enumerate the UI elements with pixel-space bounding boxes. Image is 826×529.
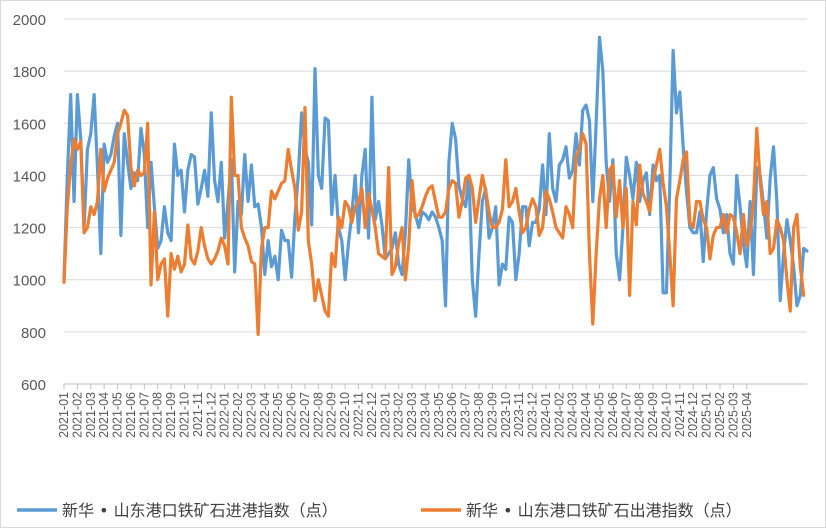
y-axis-tick-labels: 600 800 1000 1200 1400 1600 1800 2000	[13, 12, 46, 394]
x-tick-label: 2021-08	[151, 392, 165, 438]
legend: 新华 • 山东港口铁矿石进港指数（点） 新华 • 山东港口铁矿石出港指数（点）	[17, 501, 742, 520]
y-tick-label: 1800	[13, 64, 46, 81]
x-tick-label: 2021-10	[177, 392, 191, 438]
x-tick-label: 2024-05	[592, 392, 606, 438]
x-tick-label: 2024-08	[633, 392, 647, 438]
x-tick-label: 2021-03	[84, 392, 98, 438]
y-tick-label: 1400	[13, 168, 46, 185]
x-tick-label: 2023-05	[432, 392, 446, 438]
x-tick-label: 2025-02	[713, 392, 727, 438]
x-tick-label: 2025-04	[740, 392, 754, 438]
x-tick-label: 2022-02	[231, 392, 245, 438]
x-tick-label: 2024-12	[686, 392, 700, 438]
x-tick-label: 2023-01	[378, 392, 392, 438]
x-tick-label: 2024-02	[552, 392, 566, 438]
x-tick-label: 2022-09	[325, 392, 339, 438]
series-line-outbound	[62, 95, 806, 337]
x-tick-label: 2022-12	[365, 392, 379, 438]
y-tick-label: 1600	[13, 116, 46, 133]
x-tick-label: 2021-06	[124, 392, 138, 438]
x-tick-label: 2023-12	[526, 392, 540, 438]
x-tick-label: 2022-03	[244, 392, 258, 438]
x-tick-label: 2021-09	[164, 392, 178, 438]
x-tick-label: 2021-11	[191, 392, 205, 437]
x-tick-label: 2023-03	[405, 392, 419, 438]
y-tick-label: 600	[21, 377, 46, 394]
y-tick-label: 2000	[13, 12, 46, 29]
x-tick-label: 2023-09	[485, 392, 499, 438]
x-tick-label: 2022-05	[271, 392, 285, 438]
x-tick-label: 2021-07	[137, 392, 151, 438]
gridlines	[64, 18, 807, 333]
y-tick-label: 1200	[13, 221, 46, 238]
x-tick-label: 2025-01	[700, 392, 714, 438]
legend-label: 新华 • 山东港口铁矿石进港指数（点）	[62, 501, 338, 520]
x-tick-label: 2023-07	[459, 392, 473, 438]
x-tick-label: 2022-07	[298, 392, 312, 438]
series-lines	[62, 35, 809, 337]
x-tick-label: 2025-03	[726, 392, 740, 438]
x-tick-label: 2022-01	[218, 392, 232, 438]
legend-label: 新华 • 山东港口铁矿石出港指数（点）	[466, 501, 742, 520]
y-tick-label: 800	[21, 325, 46, 342]
x-tick-label: 2024-09	[646, 392, 660, 438]
x-tick-label: 2024-04	[579, 392, 593, 438]
x-tick-label: 2021-04	[97, 392, 111, 438]
x-tick-label: 2021-05	[111, 392, 125, 438]
x-tick-label: 2021-02	[70, 392, 84, 438]
x-tick-label: 2023-10	[499, 392, 513, 438]
x-tick-label: 2023-06	[445, 392, 459, 438]
y-tick-label: 1000	[13, 273, 46, 290]
x-tick-label: 2024-01	[539, 392, 553, 438]
x-tick-label: 2022-08	[311, 392, 325, 438]
x-tick-label: 2024-11	[673, 392, 687, 437]
x-tick-label: 2023-04	[418, 392, 432, 438]
x-axis-tick-labels: 2021-01 2021-02 2021-03 2021-04 2021-05 2021-…	[57, 392, 754, 438]
x-tick-label: 2021-01	[57, 392, 71, 438]
x-tick-label: 2023-08	[472, 392, 486, 438]
x-tick-label: 2022-04	[258, 392, 272, 438]
x-tick-label: 2022-10	[338, 392, 352, 438]
x-tick-label: 2024-03	[566, 392, 580, 438]
x-axis	[63, 383, 807, 389]
x-tick-label: 2024-06	[606, 392, 620, 438]
x-tick-label: 2022-11	[352, 392, 366, 437]
x-tick-label: 2023-02	[392, 392, 406, 438]
x-tick-label: 2023-11	[512, 392, 526, 437]
series-line-inbound	[62, 35, 809, 318]
x-tick-label: 2021-12	[204, 392, 218, 438]
x-tick-label: 2024-07	[619, 392, 633, 438]
x-tick-label: 2024-10	[659, 392, 673, 438]
x-tick-label: 2022-06	[285, 392, 299, 438]
